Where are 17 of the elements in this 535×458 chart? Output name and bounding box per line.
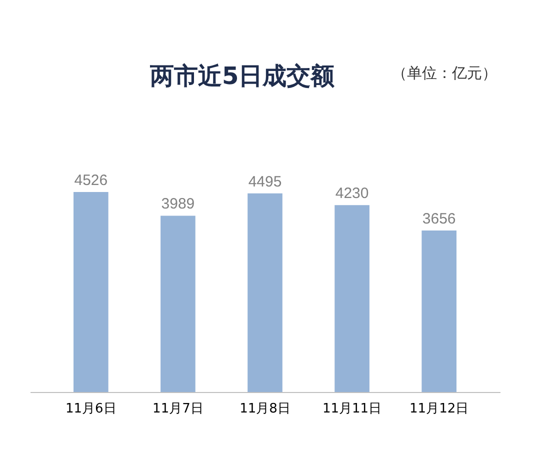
data-label: 4526 — [74, 172, 108, 189]
text: （单位：亿元） — [392, 64, 497, 83]
bar — [160, 216, 196, 392]
x-tick-label: 11月11日 — [322, 402, 382, 416]
bar — [422, 230, 456, 392]
data-label: 4495 — [248, 173, 282, 190]
bar — [248, 193, 282, 392]
bar — [334, 205, 370, 392]
x-tick-label: 11月12日 — [410, 402, 469, 416]
chart-title: 两市近5日成交额 — [150, 61, 335, 92]
x-tick-label: 11月7日 — [152, 402, 204, 416]
data-label: 3656 — [422, 210, 456, 228]
x-tick-label: 11月8日 — [240, 402, 290, 416]
data-label: 3989 — [161, 196, 195, 213]
data-label: 4230 — [335, 185, 369, 202]
x-tick-label: 11月6日 — [66, 402, 116, 416]
bar — [74, 192, 108, 392]
